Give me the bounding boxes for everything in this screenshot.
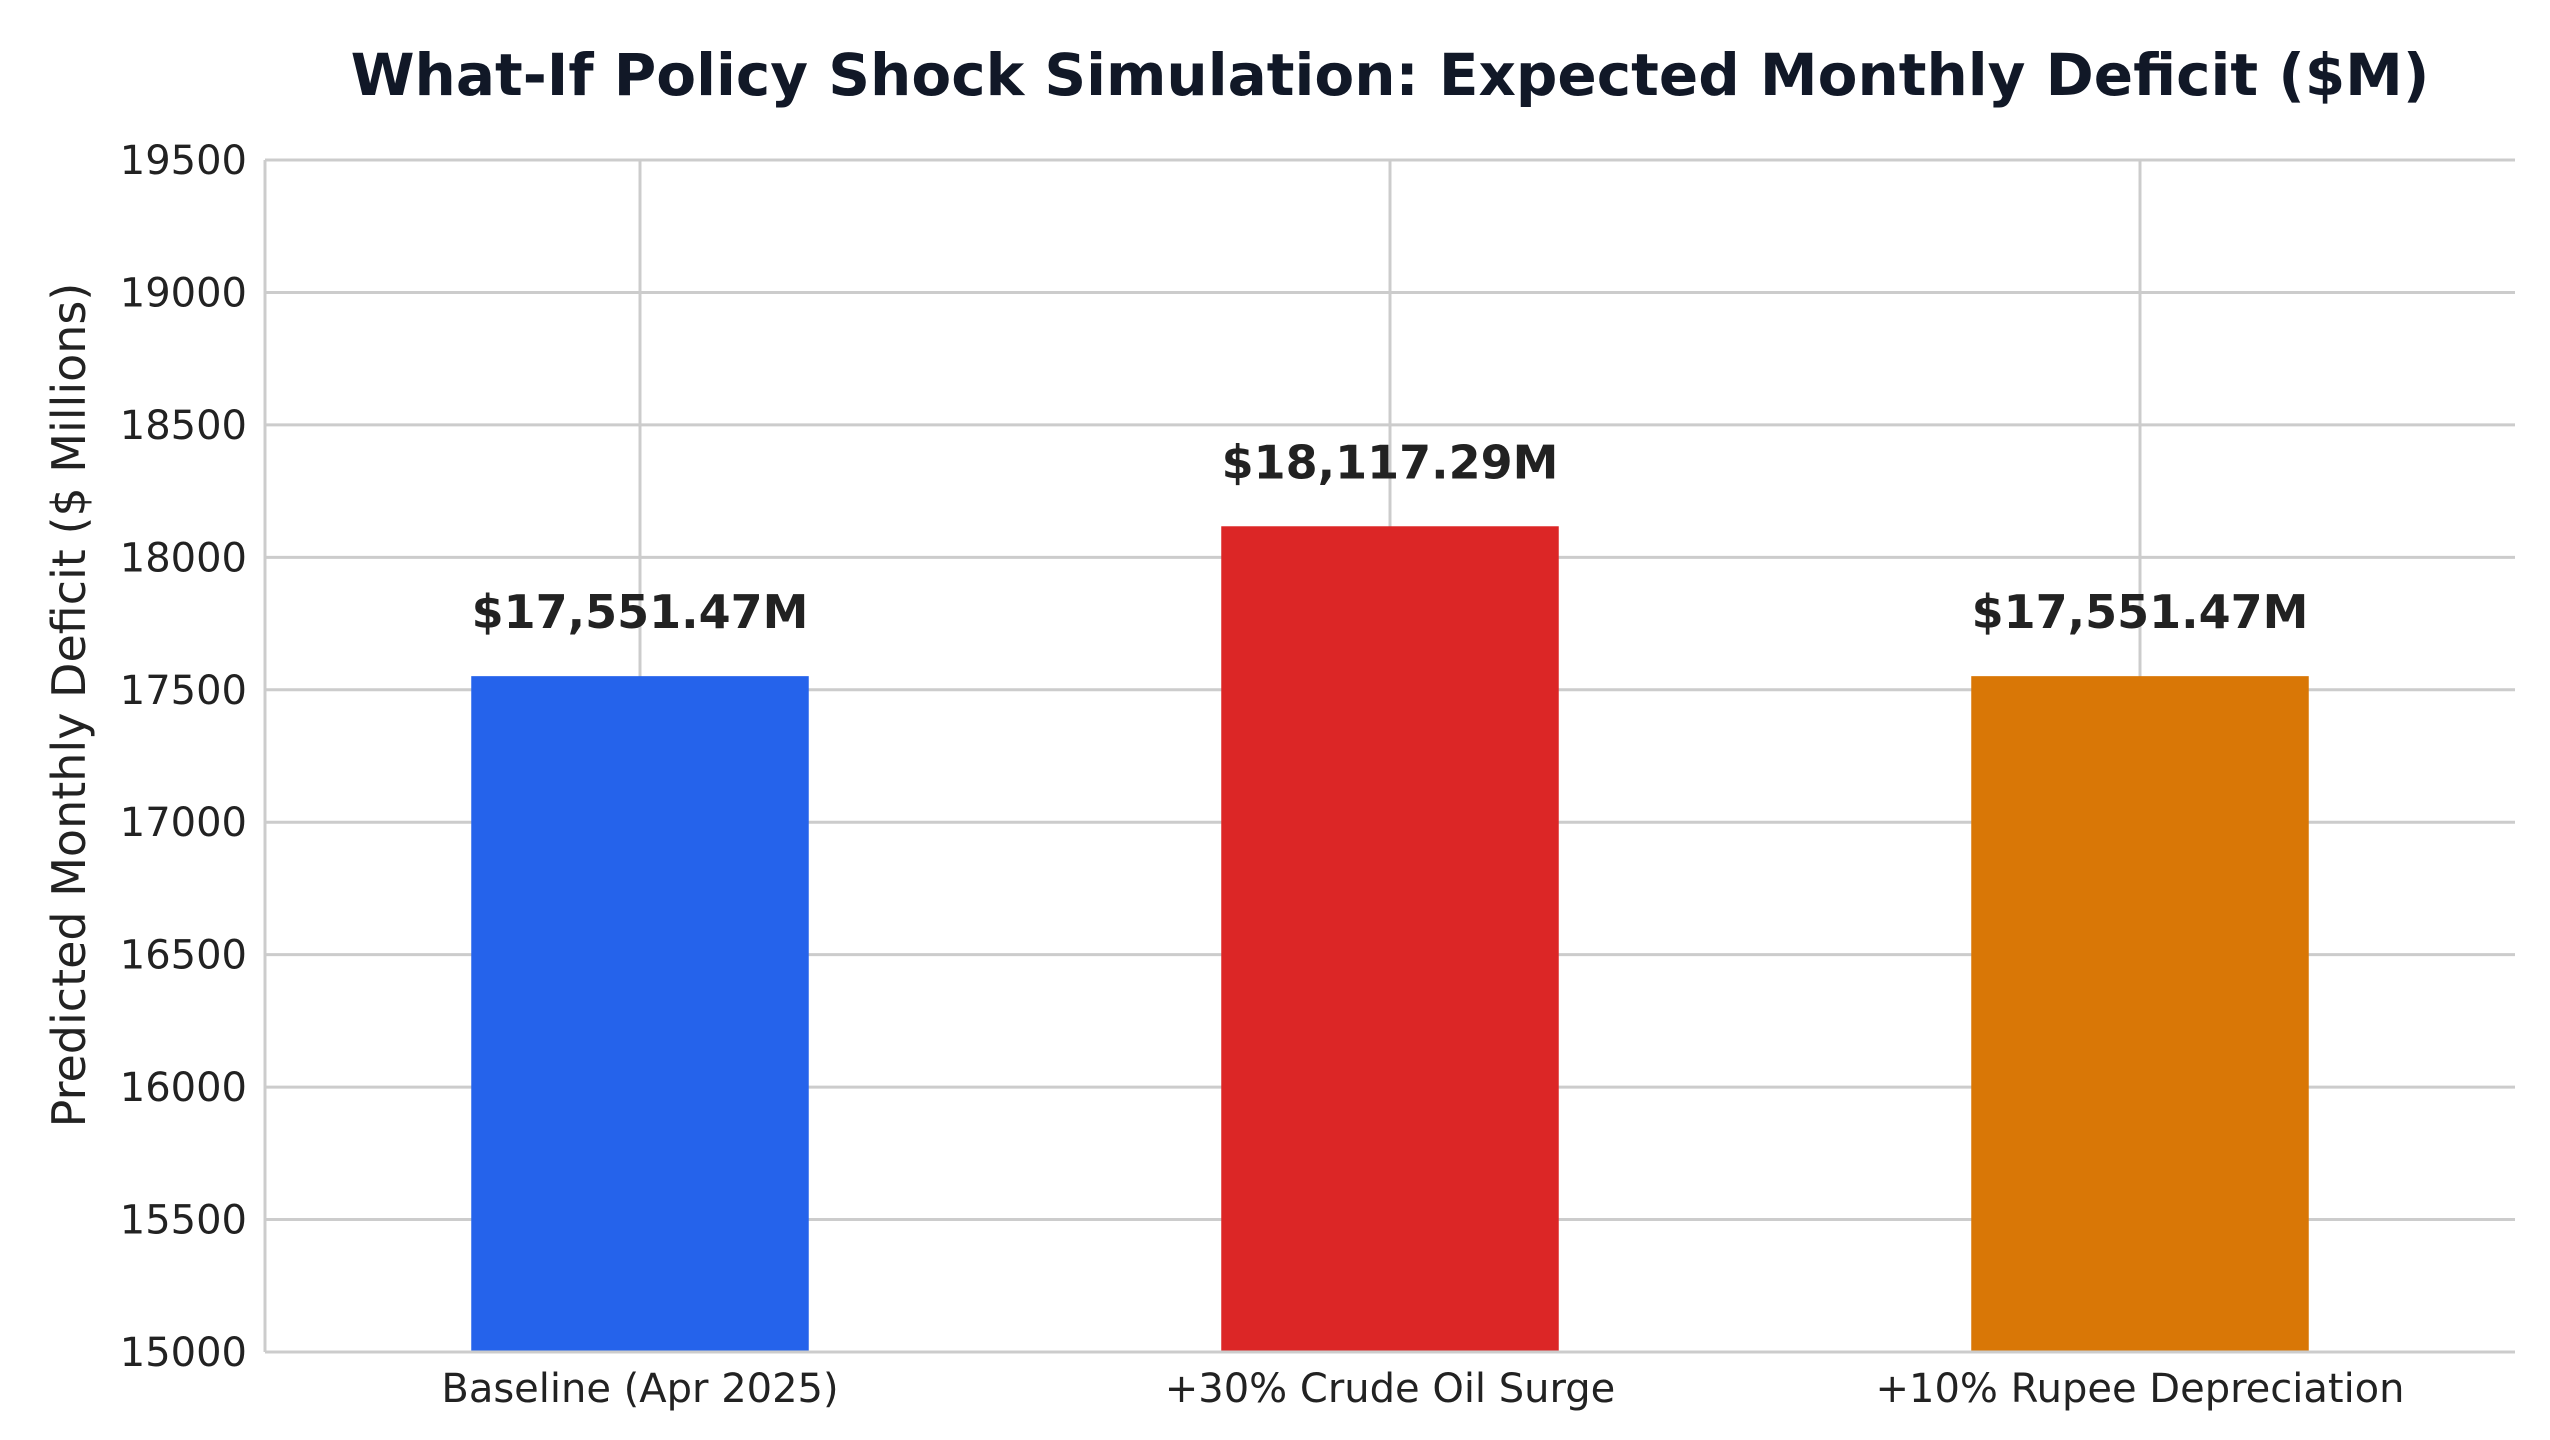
bar — [471, 676, 809, 1352]
y-tick-label: 19500 — [120, 138, 247, 184]
y-tick-label: 16000 — [120, 1065, 247, 1111]
x-tick-label: +30% Crude Oil Surge — [1165, 1366, 1616, 1412]
y-tick-label: 17000 — [120, 800, 247, 846]
bars — [471, 526, 2309, 1352]
bar — [1971, 676, 2309, 1352]
bar-value-label: $17,551.47M — [1972, 585, 2309, 639]
bar-value-label: $18,117.29M — [1222, 435, 1559, 489]
y-tick-label: 19000 — [120, 270, 247, 316]
y-tick-label: 17500 — [120, 668, 247, 714]
y-tick-label: 16500 — [120, 933, 247, 979]
tick-labels: 15000 15500 16000 16500 17000 17500 18000 18500… — [120, 138, 2405, 1412]
chart-title: What-If Policy Shock Simulation: Expecte… — [351, 41, 2430, 109]
x-tick-label: +10% Rupee Depreciation — [1875, 1366, 2404, 1412]
bar — [1221, 526, 1559, 1352]
y-tick-label: 18000 — [120, 535, 247, 581]
y-axis-label: Predicted Monthly Deficit ($ Millions) — [42, 283, 96, 1128]
y-tick-label: 15500 — [120, 1198, 247, 1244]
y-tick-label: 18500 — [120, 403, 247, 449]
x-tick-label: Baseline (Apr 2025) — [441, 1366, 838, 1412]
data-labels: $17,551.47M $18,117.29M $17,551.47M — [472, 435, 2309, 639]
y-tick-label: 15000 — [120, 1330, 247, 1376]
axes — [263, 160, 2515, 1354]
bar-value-label: $17,551.47M — [472, 585, 809, 639]
